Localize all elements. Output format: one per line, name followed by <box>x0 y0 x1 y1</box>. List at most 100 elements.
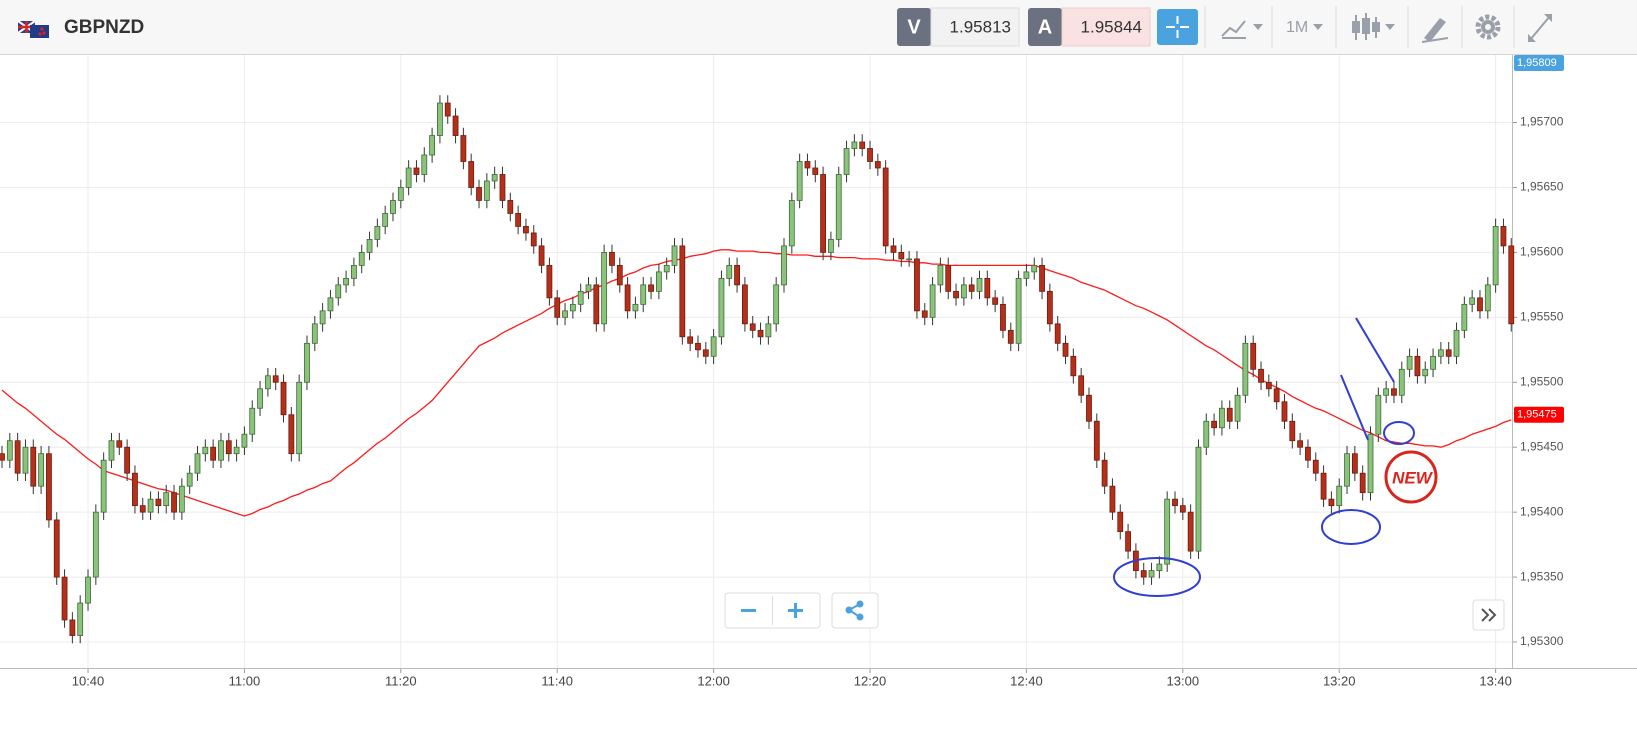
candles-button[interactable] <box>1352 13 1395 40</box>
candle-body <box>1469 297 1476 305</box>
candle-body <box>577 290 584 305</box>
candle-body <box>515 213 522 227</box>
candle-body <box>804 161 811 169</box>
candle-body <box>773 284 780 325</box>
candle-body <box>742 284 748 325</box>
candle-body <box>38 453 44 487</box>
candle-body <box>358 252 365 266</box>
candle-body <box>569 303 576 312</box>
candle-body <box>702 349 709 357</box>
candle-body <box>92 511 99 578</box>
x-tick-label: 11:40 <box>541 673 573 688</box>
candle-body <box>1250 342 1257 370</box>
candle-body <box>483 180 490 201</box>
candle-body <box>718 277 725 338</box>
candle-body <box>249 407 256 435</box>
price-tag <box>1514 406 1564 423</box>
x-tick-label: 11:00 <box>229 673 261 688</box>
candle-body <box>616 264 623 286</box>
candle-body <box>1477 297 1483 312</box>
sell-label: V <box>907 16 921 38</box>
candle-body <box>1508 245 1515 325</box>
candle-body <box>186 472 193 487</box>
candle-body <box>953 290 959 299</box>
candle-body <box>1344 453 1350 487</box>
fullscreen-button[interactable] <box>1528 14 1552 42</box>
candle-body <box>350 264 357 279</box>
line-annotation <box>1340 374 1369 441</box>
candle-body <box>1484 284 1491 312</box>
circle-annotation <box>1383 421 1415 445</box>
x-tick-label: 12:40 <box>1010 673 1043 688</box>
candle-body <box>1007 329 1014 344</box>
annotations <box>1113 317 1415 597</box>
candle-body <box>655 271 662 292</box>
candle-body <box>710 336 717 357</box>
candle-body <box>757 329 764 338</box>
timeframe-caret <box>1313 24 1323 30</box>
crosshair-button[interactable] <box>1157 9 1198 45</box>
candle-body <box>1117 511 1124 533</box>
candle-body <box>257 388 263 409</box>
chart-type-button[interactable] <box>1221 20 1263 39</box>
x-tick-label: 13:20 <box>1323 673 1356 688</box>
candle-body <box>960 284 967 299</box>
candle-body <box>890 245 897 253</box>
toolbar-separators <box>1204 6 1515 48</box>
candle-body <box>1101 459 1108 487</box>
candle-body <box>1156 563 1163 571</box>
candle-body <box>100 459 107 513</box>
y-tick-label: 1,95400 <box>1520 504 1564 518</box>
candle-body <box>1445 349 1452 357</box>
sell-price-box[interactable] <box>930 7 1020 47</box>
candle-body <box>968 284 975 292</box>
candle-body <box>1312 459 1319 474</box>
sell-button[interactable] <box>897 8 931 46</box>
x-tick-label: 12:20 <box>854 673 887 688</box>
x-tick-label: 10:40 <box>72 673 105 688</box>
candle-body <box>30 446 37 487</box>
candle-body <box>624 284 631 312</box>
candle-body <box>124 446 131 474</box>
candle-body <box>1148 570 1155 578</box>
candle-body <box>476 187 482 201</box>
buy-price-box[interactable] <box>1061 7 1151 47</box>
candle-body <box>914 258 920 312</box>
candle-body <box>898 252 905 260</box>
timeframe[interactable]: 1M <box>1286 19 1308 36</box>
buy-button[interactable] <box>1028 8 1062 46</box>
candle-body <box>1453 329 1460 357</box>
candle-body <box>437 102 443 136</box>
candle-body <box>0 453 5 461</box>
candle-body <box>1367 433 1374 494</box>
candle-body <box>233 446 240 455</box>
candle-body <box>851 141 858 149</box>
candle-body <box>366 239 373 253</box>
share-button[interactable] <box>831 592 879 629</box>
candle-body <box>374 226 381 240</box>
candle-body <box>1093 420 1100 461</box>
buy-price: 1.95844 <box>1081 17 1142 36</box>
candle-body <box>288 414 295 455</box>
candle-body <box>984 277 991 299</box>
candle-body <box>640 284 647 305</box>
candle-body <box>1437 349 1444 357</box>
draw-button[interactable] <box>1421 18 1449 43</box>
scroll-right-button[interactable] <box>1472 599 1505 631</box>
candle-body <box>749 323 756 331</box>
candle-body <box>585 284 592 292</box>
candle-body <box>452 115 459 136</box>
candle-body <box>85 576 91 604</box>
candle-body <box>319 310 326 325</box>
settings-button[interactable] <box>1475 14 1501 40</box>
buy-label: A <box>1038 16 1052 38</box>
candle-body <box>867 148 873 162</box>
zoom-in-button[interactable] <box>788 603 803 618</box>
candle-body <box>1461 303 1468 331</box>
candle-body <box>1242 342 1249 396</box>
badge-text: NEW <box>1392 468 1434 487</box>
candle-body <box>1383 388 1390 396</box>
candle-body <box>171 492 177 513</box>
candle-body <box>1422 368 1429 377</box>
